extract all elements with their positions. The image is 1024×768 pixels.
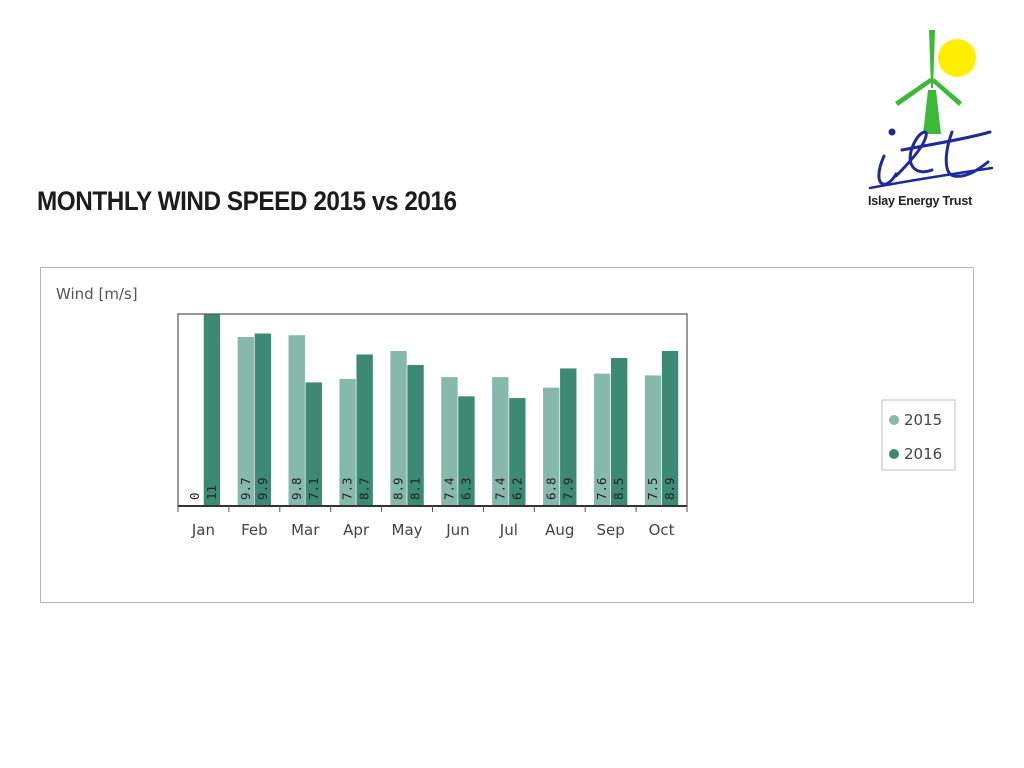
data-label-2015-may: 8.9 [391,477,406,500]
legend-marker-2015 [889,415,899,425]
data-label-2016-sep: 8.5 [611,477,626,500]
x-tick-label-may: May [392,521,423,539]
data-label-2016-oct: 8.9 [662,477,677,500]
x-tick-label-sep: Sep [597,521,625,539]
x-tick-label-oct: Oct [649,521,675,539]
islay-energy-trust-logo [868,30,994,190]
slide-title: MONTHLY WIND SPEED 2015 vs 2016 [37,186,457,216]
data-label-2016-mar: 7.1 [306,477,321,500]
data-label-2016-jul: 6.2 [509,477,524,500]
data-label-2016-feb: 9.9 [255,477,270,500]
iet-letters-icon [868,128,994,190]
x-tick-label-jun: Jun [445,521,469,539]
bar-2016-jan [203,313,221,507]
legend-label-2015: 2015 [904,411,942,429]
x-tick-label-mar: Mar [291,521,320,539]
bar-chart: Wind [m/s] 0 11 9.7 9.9 9.8 7.1 7.3 8.7 8.9 8.1 7.… [56,285,956,539]
data-label-2015-oct: 7.5 [645,477,660,500]
legend-marker-2016 [889,449,899,459]
sun-icon [938,39,976,77]
data-label-2015-jan: 0 [187,492,202,500]
x-tick-label-jul: Jul [499,521,518,539]
x-axis-ticks: Jan Feb Mar Apr May Jun Jul Aug Sep Oct [177,506,688,539]
data-label-2015-jul: 7.4 [492,477,507,500]
data-label-2015-feb: 9.7 [238,477,253,500]
legend: 2015 2016 [881,399,956,471]
x-tick-label-apr: Apr [343,521,370,539]
x-tick-label-jan: Jan [191,521,215,539]
data-label-2016-may: 8.1 [408,477,423,500]
data-label-2015-apr: 7.3 [340,477,355,500]
data-label-2016-aug: 7.9 [560,477,575,500]
data-label-2016-jun: 6.3 [458,477,473,500]
data-label-2016-apr: 8.7 [357,477,372,500]
wind-turbine-icon [895,30,962,134]
x-tick-label-feb: Feb [241,521,268,539]
data-label-2015-sep: 7.6 [594,477,609,500]
legend-label-2016: 2016 [904,445,942,463]
logo-text: Islay Energy Trust [868,194,973,208]
x-tick-label-aug: Aug [545,521,574,539]
y-axis-label: Wind [m/s] [56,285,138,303]
plot-area: 0 11 9.7 9.9 9.8 7.1 7.3 8.7 8.9 8.1 7.4 6.3 7.4 6.2 6… [187,313,679,507]
data-label-2015-jun: 7.4 [441,477,456,500]
data-label-2016-jan: 11 [204,485,219,500]
chart-panel: Wind [m/s] 0 11 9.7 9.9 9.8 7.1 7.3 8.7 8.9 8.1 7.… [40,267,974,603]
data-label-2015-aug: 6.8 [543,477,558,500]
data-label-2015-mar: 9.8 [289,477,304,500]
